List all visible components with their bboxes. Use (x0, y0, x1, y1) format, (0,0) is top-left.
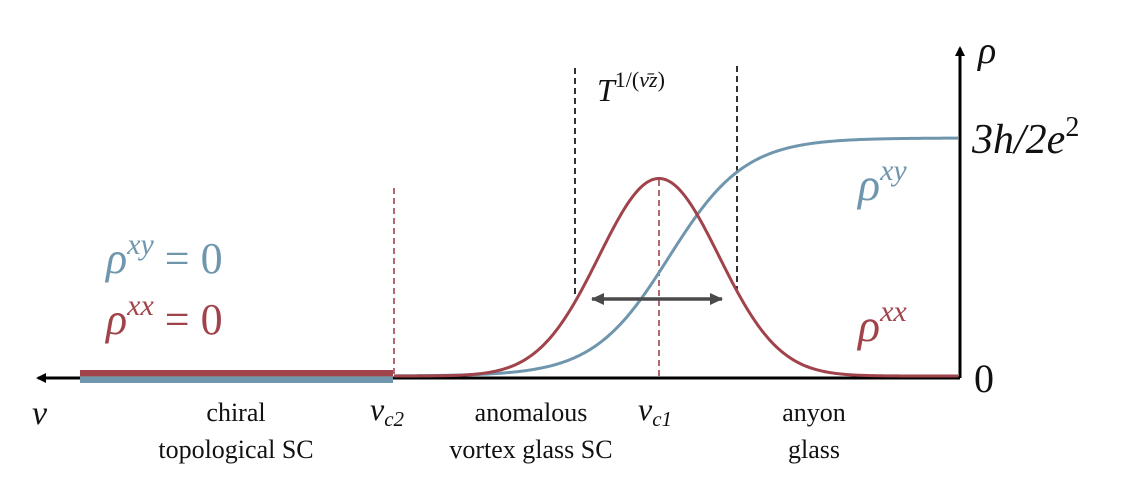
rho-xx-eq-base: ρ (104, 295, 127, 344)
rho-xx-zero-annotation: ρxx = 0 (104, 289, 223, 344)
anyon-phase-line2: glass (788, 435, 840, 464)
rho-xx-label-base: ρ (856, 300, 880, 351)
chiral-phase-line2: topological SC (158, 435, 313, 464)
rho-xx-eq-rest: = 0 (154, 295, 223, 344)
rho-xy-label: ρxy (856, 154, 907, 210)
rho-xy-eq-base: ρ (104, 234, 127, 283)
nu-c1-sub: c1 (652, 407, 672, 431)
nu-c2-sub: c2 (384, 407, 404, 431)
y-axis-label: ρ (977, 30, 996, 72)
chiral-phase-line1: chiral (206, 398, 265, 427)
rho-xx-curve (394, 176, 958, 378)
width-label-base: T (597, 72, 617, 108)
rho-xx-label-sup: xx (879, 295, 907, 328)
nu-c2-label: νc2 (370, 391, 405, 431)
anyon-phase-line1: anyon (782, 398, 846, 427)
nu-c2-base: ν (370, 391, 385, 427)
rho-xy-label-sup: xy (879, 154, 907, 187)
width-label-exp-z: z (648, 67, 658, 92)
y-zero-label: 0 (974, 356, 994, 401)
rho-xy-eq-rest: = 0 (154, 234, 223, 283)
rho-xy-label-base: ρ (856, 159, 880, 210)
y-max-label-base: 3h/2e (971, 117, 1065, 163)
x-axis-label: ν (32, 395, 48, 432)
rho-xx-eq-sup: xx (126, 289, 154, 322)
nu-c1-base: ν (638, 391, 653, 427)
rho-xx-label: ρxx (856, 295, 907, 351)
y-max-label-exp: 2 (1065, 112, 1079, 143)
anomalous-phase-line2: vortex glass SC (449, 435, 612, 464)
rho-xy-eq-sup: xy (126, 228, 154, 261)
anomalous-phase-line1: anomalous (475, 398, 588, 427)
width-scaling-label: T1/(ν̄z) (597, 67, 665, 108)
nu-c1-label: νc1 (638, 391, 672, 431)
rho-xy-zero-annotation: ρxy = 0 (104, 228, 223, 283)
width-label-exp-prefix: 1/( (615, 67, 639, 92)
width-label-exp-suffix: ) (658, 67, 665, 92)
y-max-label: 3h/2e2 (971, 112, 1079, 163)
